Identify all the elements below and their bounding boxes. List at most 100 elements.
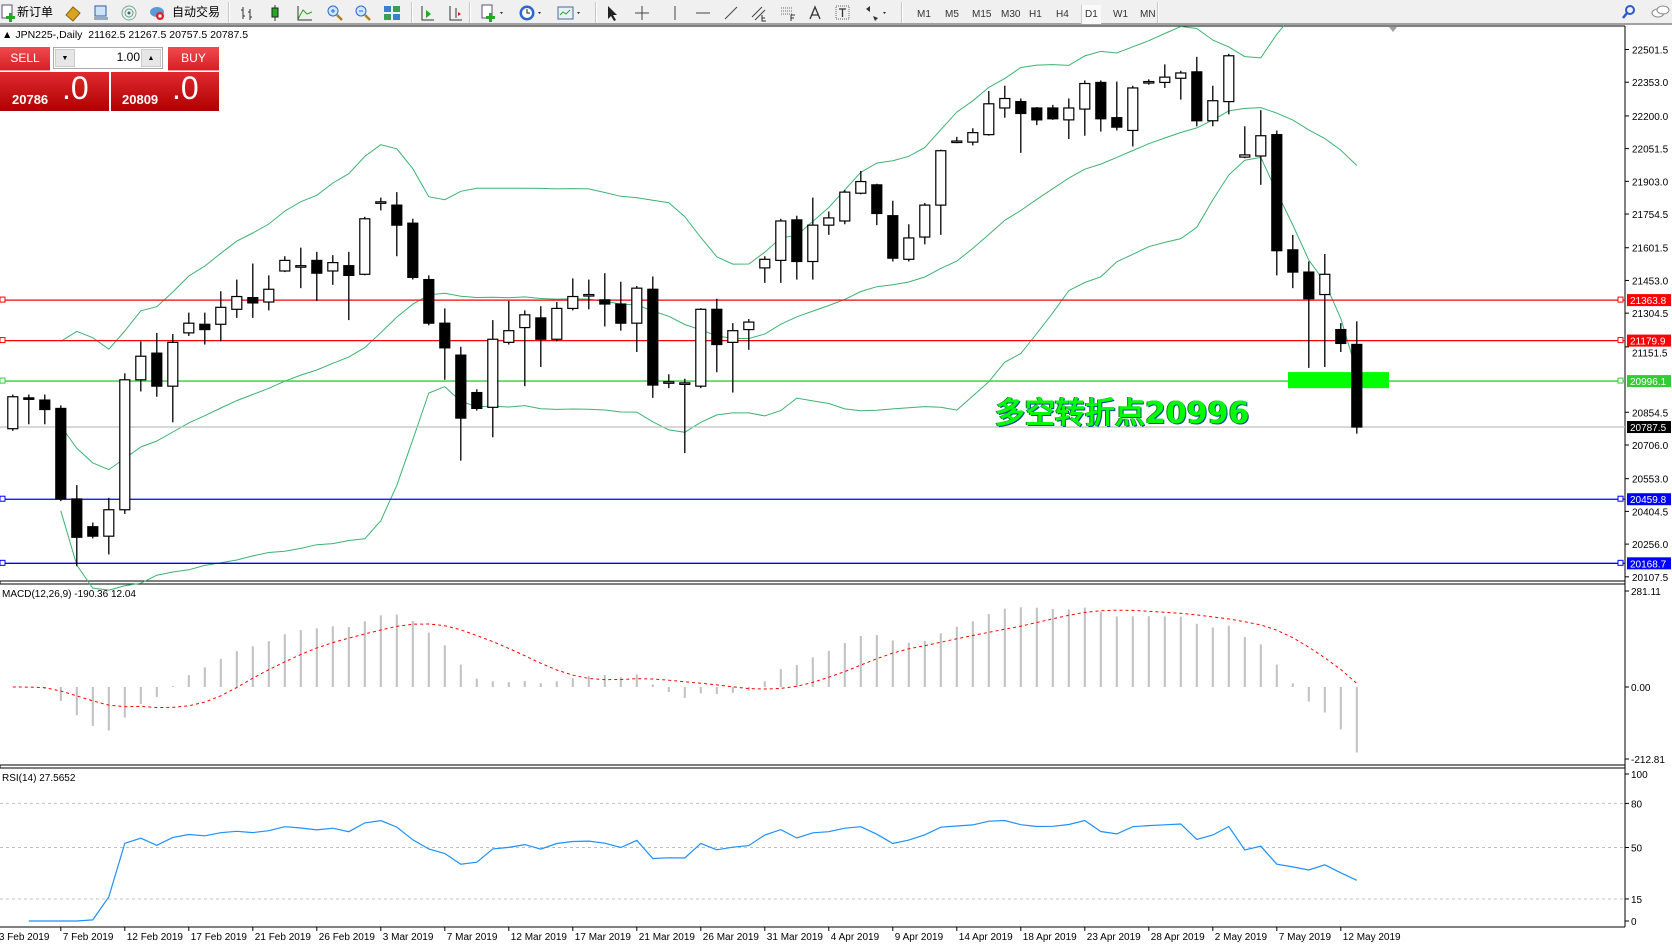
chart-shift-marker-icon[interactable] [1389, 27, 1397, 32]
candle-body-bull [1207, 100, 1219, 122]
new-chart-button[interactable] [480, 3, 506, 22]
tile-windows-button[interactable] [383, 3, 409, 22]
periods-button[interactable] [518, 3, 544, 22]
tile-windows-icon [384, 5, 400, 20]
templates-button[interactable] [557, 3, 583, 22]
buy-price[interactable]: 20809 .0 [111, 70, 219, 111]
candle [615, 281, 627, 331]
candle-body-bull [1143, 80, 1155, 84]
annotation-text[interactable]: 多空转折点20996 [995, 396, 1250, 431]
candle [87, 522, 99, 539]
zoom-out-button[interactable] [354, 3, 380, 22]
auto-trading-label[interactable]: 自动交易 [172, 5, 221, 19]
candle [791, 215, 803, 280]
bollinger-lower-band [60, 156, 1358, 591]
timeframe-m1[interactable]: M1 [917, 9, 931, 20]
crosshair-button[interactable] [633, 3, 659, 22]
price-label: 20459.8 [1630, 495, 1667, 506]
fibonacci-button[interactable] [779, 3, 805, 22]
zoom-in-button[interactable] [326, 3, 352, 22]
decrease-lot-button[interactable]: ▼ [55, 49, 75, 67]
text-label-button[interactable] [834, 3, 860, 22]
candle [423, 275, 435, 326]
toolbar-separator [901, 2, 903, 23]
candle [839, 190, 851, 225]
signals-button[interactable] [120, 3, 146, 22]
vertical-line-button[interactable] [666, 3, 692, 22]
rsi-axis-label: 15 [1631, 895, 1643, 906]
candle-body-bear [1271, 134, 1283, 252]
line-handle[interactable] [0, 559, 6, 566]
new-order-button[interactable] [0, 3, 26, 22]
candle [919, 202, 931, 245]
candle-body-bear [1095, 81, 1107, 120]
candle-body-bear [887, 215, 899, 259]
auto-scroll-icon [421, 5, 434, 20]
equidistant-channel-button[interactable] [750, 3, 776, 22]
timeframe-w1[interactable]: W1 [1113, 9, 1128, 20]
trendline-button[interactable] [722, 3, 748, 22]
candlestick-button[interactable] [266, 3, 292, 22]
bar-chart-button[interactable] [238, 3, 264, 22]
line-handle[interactable] [0, 495, 6, 502]
candle-body-bear [407, 222, 419, 278]
candle [343, 251, 355, 321]
line-chart-button[interactable] [296, 3, 322, 22]
pivot-zone-rectangle[interactable] [1288, 372, 1389, 389]
lot-size-input[interactable]: 1.00 [116, 50, 140, 64]
pane-divider[interactable] [0, 580, 1626, 585]
bollinger-middle-band [60, 107, 1358, 471]
candle [135, 341, 147, 392]
line-handle[interactable] [0, 377, 6, 384]
candle-body-bull [1319, 273, 1331, 296]
candle-body-bull [727, 330, 739, 343]
chart-shift-button[interactable] [446, 3, 472, 22]
auto-scroll-button[interactable] [418, 3, 444, 22]
candle-body-bear [1111, 117, 1123, 128]
lot-size-stepper[interactable]: ▼ 1.00 ▲ [53, 47, 163, 69]
toolbar-separator [595, 2, 597, 23]
text-button[interactable] [806, 3, 832, 22]
fibonacci-icon [781, 7, 795, 21]
pane-divider[interactable] [0, 764, 1626, 769]
candle [1079, 80, 1091, 136]
price-tick-label: 20854.5 [1632, 408, 1669, 419]
timeframe-d1[interactable]: D1 [1081, 5, 1101, 24]
timeframe-m30[interactable]: M30 [1001, 9, 1021, 20]
sell-button[interactable]: SELL [0, 47, 50, 71]
new-order-label[interactable]: 新订单 [17, 5, 54, 19]
search-button[interactable] [1620, 3, 1646, 22]
equidistant-channel-icon [751, 6, 766, 21]
market-watch-button[interactable] [64, 3, 90, 22]
line-handle[interactable] [1617, 296, 1624, 303]
auto-trading-button[interactable] [148, 3, 174, 22]
candle [1255, 110, 1267, 185]
timeframe-h1[interactable]: H1 [1029, 9, 1042, 20]
chart-area[interactable]: 22501.5 22353.0 22200.0 22051.5 21903.0 21754… [0, 25, 1672, 944]
collapse-arrow-icon[interactable]: ▲ [2, 29, 16, 41]
price-label: 20996.1 [1630, 377, 1667, 388]
cursor-button[interactable] [603, 3, 629, 22]
line-handle[interactable] [0, 337, 6, 344]
line-handle[interactable] [1617, 559, 1624, 566]
date-label: 3 Feb 2019 [0, 932, 50, 943]
horizontal-line-button[interactable] [694, 3, 720, 22]
line-handle[interactable] [0, 296, 6, 303]
timeframe-mn[interactable]: MN [1140, 9, 1156, 20]
increase-lot-button[interactable]: ▲ [141, 49, 161, 67]
line-handle[interactable] [1617, 495, 1624, 502]
timeframe-h4[interactable]: H4 [1056, 9, 1069, 20]
text-label-icon [835, 5, 850, 19]
chat-button[interactable] [1650, 3, 1672, 22]
buy-button[interactable]: BUY [168, 47, 219, 71]
candle [119, 373, 131, 514]
timeframe-m5[interactable]: M5 [945, 9, 959, 20]
data-window-button[interactable] [92, 3, 118, 22]
toolbar-separator [469, 2, 471, 23]
line-handle[interactable] [1617, 377, 1624, 384]
timeframe-m15[interactable]: M15 [972, 9, 992, 20]
sell-price[interactable]: 20786 .0 [0, 70, 109, 111]
date-label: 9 Apr 2019 [895, 932, 944, 943]
arrows-button[interactable] [863, 3, 889, 22]
line-handle[interactable] [1617, 337, 1624, 344]
